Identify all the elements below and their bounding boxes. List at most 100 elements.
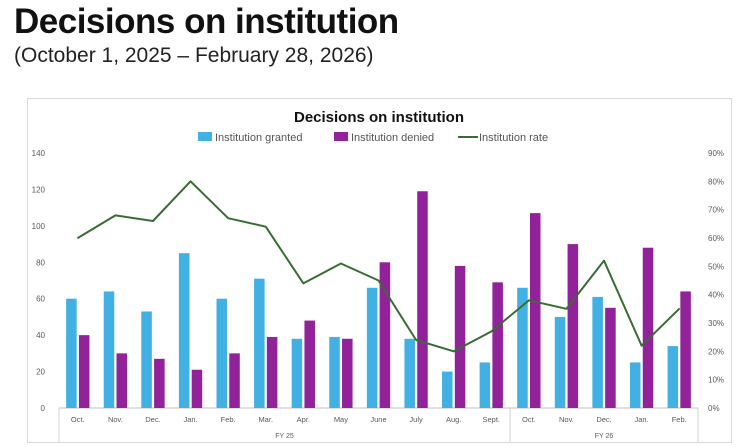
- bar-denied: [266, 336, 278, 408]
- y-right-tick-label: 20%: [708, 347, 724, 356]
- x-tick-label: Aug.: [446, 415, 461, 424]
- x-axis: Oct. Nov. Dec. Jan. Feb. Mar. Apr. May June July A…: [58, 408, 699, 442]
- bar-granted: [629, 362, 641, 408]
- y-left-tick-label: 60: [36, 295, 45, 304]
- bar-granted: [216, 298, 228, 408]
- bar-granted: [479, 362, 491, 408]
- rate-line-group: [76, 180, 681, 353]
- x-tick-label: Nov.: [108, 415, 123, 424]
- rate-point: [114, 214, 117, 217]
- rate-point: [302, 282, 305, 285]
- chart-axes: 0 20 40 60 80 100 120 140 0% 10% 20% 30% 40% 50% 60% 70…: [32, 149, 724, 413]
- legend-label: Institution granted: [215, 132, 302, 144]
- bar-denied: [529, 213, 541, 408]
- x-tick-label: Feb.: [221, 415, 236, 424]
- legend-swatch: [198, 132, 212, 141]
- bar-granted: [329, 336, 340, 408]
- x-tick-label: July: [409, 415, 423, 424]
- bar-denied: [116, 353, 128, 408]
- x-group-label: FY 25: [275, 433, 294, 440]
- rate-point: [264, 225, 267, 228]
- bar-granted: [66, 298, 77, 408]
- bar-denied: [78, 335, 90, 408]
- y-right-tick-label: 50%: [708, 262, 724, 271]
- bar-granted: [291, 338, 303, 408]
- x-tick-label: Jan.: [635, 415, 649, 424]
- y-left-tick-label: 40: [36, 331, 45, 340]
- bar-denied: [567, 244, 579, 408]
- rate-point: [603, 259, 605, 262]
- rate-point: [678, 308, 681, 310]
- bar-denied: [304, 320, 315, 408]
- rate-point: [640, 344, 643, 347]
- page-subtitle: (October 1, 2025 – February 28, 2026): [14, 44, 374, 67]
- y-left-tick-label: 100: [32, 222, 46, 231]
- bar-denied: [680, 291, 691, 408]
- rate-point: [76, 237, 79, 239]
- x-tick-label: Oct.: [522, 415, 536, 424]
- bar-granted: [554, 316, 566, 408]
- rate-point: [528, 299, 530, 302]
- legend-label: Institution denied: [351, 132, 434, 144]
- x-tick-label: Jan.: [183, 415, 197, 424]
- bar-granted: [366, 287, 378, 408]
- x-tick-label: Dec.: [145, 415, 160, 424]
- x-tick-label: Nov.: [559, 415, 574, 424]
- bar-denied: [154, 358, 165, 408]
- bar-denied: [605, 307, 616, 408]
- y-left-tick-label: 140: [32, 149, 46, 158]
- chart-title: Decisions on institution: [294, 109, 464, 126]
- rate-point: [490, 330, 493, 333]
- bar-granted: [254, 278, 265, 408]
- rate-point: [227, 217, 229, 219]
- y-right-tick-label: 40%: [708, 291, 724, 300]
- bar-denied: [454, 265, 466, 408]
- bar-granted: [178, 253, 190, 408]
- y-right-tick-label: 90%: [708, 149, 724, 158]
- chart-legend: Institution granted Institution denied Ins…: [198, 132, 548, 144]
- x-tick-label: Feb.: [672, 415, 687, 424]
- bar-denied: [417, 191, 428, 408]
- y-right-tick-label: 0%: [708, 404, 720, 413]
- chart-bars: [66, 191, 691, 408]
- x-tick-label: May: [334, 415, 348, 424]
- y-left-tick-label: 20: [36, 368, 45, 377]
- rate-line: [77, 180, 680, 353]
- y-left-tick-label: 0: [41, 404, 46, 413]
- rate-point: [452, 350, 455, 353]
- y-right-tick-label: 10%: [708, 376, 724, 385]
- rate-point: [415, 339, 417, 341]
- x-tick-label: Dec.: [596, 415, 611, 424]
- bar-granted: [592, 296, 603, 408]
- y-left-tick-label: 80: [36, 258, 45, 267]
- bar-granted: [667, 346, 679, 408]
- x-tick-label: Sept.: [483, 415, 501, 424]
- bar-denied: [342, 338, 353, 408]
- x-tick-label: Apr.: [297, 415, 310, 424]
- y-right-tick-label: 70%: [708, 206, 724, 215]
- y-right-tick-label: 80%: [708, 177, 724, 186]
- rate-point: [565, 308, 568, 310]
- bar-denied: [492, 282, 503, 408]
- chart-frame: Decisions on institution Institution gra…: [27, 98, 732, 443]
- page-title: Decisions on institution: [14, 2, 399, 41]
- legend-label: Institution rate: [479, 132, 548, 144]
- bar-granted: [103, 291, 115, 408]
- bar-granted: [517, 287, 528, 408]
- y-right-tick-label: 60%: [708, 234, 724, 243]
- y-left-tick-label: 120: [32, 185, 46, 194]
- bar-granted: [404, 338, 415, 408]
- x-tick-label: June: [370, 415, 386, 424]
- rate-point: [340, 262, 342, 265]
- decisions-chart: Decisions on institution Institution gra…: [32, 109, 724, 442]
- x-tick-label: Oct.: [71, 415, 85, 424]
- y-right-tick-label: 30%: [708, 319, 724, 328]
- rate-point: [189, 180, 192, 183]
- rate-point: [377, 279, 380, 282]
- bar-granted: [442, 371, 453, 408]
- x-tick-label: Mar.: [258, 415, 273, 424]
- bar-denied: [229, 353, 240, 408]
- bar-denied: [642, 247, 654, 408]
- legend-swatch: [334, 132, 348, 141]
- bar-denied: [379, 262, 391, 408]
